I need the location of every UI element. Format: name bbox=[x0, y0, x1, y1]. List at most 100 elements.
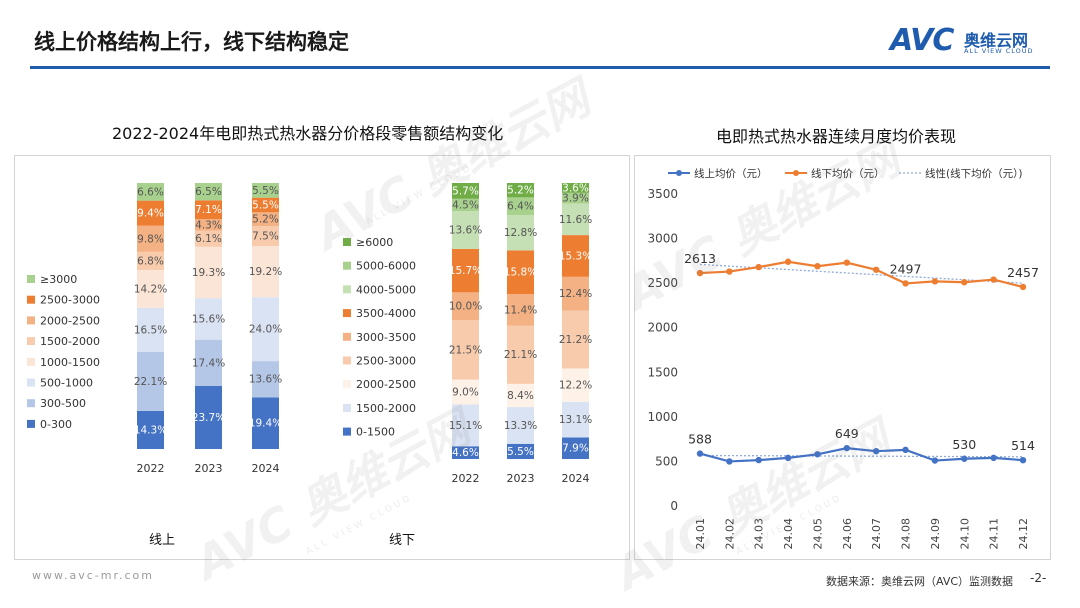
bar-segment bbox=[507, 383, 534, 408]
legend-swatch bbox=[343, 261, 351, 270]
point-offline bbox=[843, 259, 851, 266]
legend-label: 2500-3000 bbox=[40, 294, 100, 307]
x-tick-label: 24.09 bbox=[929, 518, 942, 550]
data-label: 19.4% bbox=[249, 418, 282, 430]
data-label: 11.4% bbox=[504, 304, 537, 316]
legend-label: 1500-2000 bbox=[356, 402, 416, 415]
bar-segment bbox=[507, 197, 534, 216]
x-tick-label: 2023 bbox=[195, 462, 223, 475]
data-label: 4.5% bbox=[452, 200, 479, 212]
bar-segment bbox=[137, 351, 164, 411]
legend-swatch bbox=[27, 337, 35, 346]
legend-label: 5000-6000 bbox=[356, 260, 416, 273]
point-online bbox=[931, 457, 939, 464]
legend-swatch bbox=[27, 357, 35, 366]
y-tick-label: 2500 bbox=[647, 276, 678, 290]
point-offline bbox=[902, 280, 909, 287]
data-label: 13.6% bbox=[449, 225, 482, 237]
data-label: 649 bbox=[835, 426, 859, 441]
data-label: 7.9% bbox=[562, 443, 589, 455]
data-label: 5.5% bbox=[252, 199, 279, 211]
x-tick-label: 24.10 bbox=[958, 518, 971, 550]
data-label: 13.3% bbox=[504, 420, 537, 432]
point-offline bbox=[784, 258, 792, 265]
bar-segment bbox=[452, 211, 479, 249]
data-label: 10.0% bbox=[449, 301, 482, 313]
bar-segment bbox=[507, 215, 534, 251]
legend-label: 0-1500 bbox=[356, 426, 395, 439]
bar-segment bbox=[137, 269, 164, 308]
y-tick-label: 500 bbox=[655, 454, 678, 468]
bar-segment bbox=[562, 235, 589, 277]
data-label: 15.7% bbox=[449, 265, 482, 277]
structure-chart-panel: 14.3% 22.1% 16.5% 14.2% 6.8% 9.8% 9.4% 6.6% 2022… bbox=[14, 155, 630, 560]
bar-segment bbox=[252, 361, 279, 398]
bar-segment bbox=[252, 183, 279, 198]
legend-swatch bbox=[343, 238, 351, 246]
bar-segment bbox=[137, 200, 164, 226]
point-online bbox=[696, 450, 704, 457]
data-label: 13.1% bbox=[559, 414, 592, 426]
legend-swatch bbox=[27, 295, 35, 304]
data-label: 514 bbox=[1011, 438, 1035, 453]
point-online bbox=[872, 447, 880, 455]
data-label: 6.5% bbox=[195, 186, 222, 198]
bar-segment bbox=[195, 385, 222, 449]
price-chart-svg: 线上均价（元） 线下均价（元） 线性(线下均价（元）) 0 500 1000 1500 200… bbox=[647, 167, 1038, 550]
x-tick-label: 24.07 bbox=[870, 518, 883, 550]
line-online bbox=[699, 447, 1024, 463]
data-label: 15.3% bbox=[559, 250, 592, 262]
group-label: 线下 bbox=[389, 533, 415, 548]
point-online bbox=[961, 455, 968, 462]
bar-segment bbox=[507, 250, 534, 295]
x-tick-label: 24.12 bbox=[1017, 518, 1030, 550]
point-online bbox=[1019, 456, 1027, 464]
legend-label: 线性(线下均价（元）) bbox=[925, 167, 1022, 180]
legend-swatch bbox=[343, 285, 351, 294]
legend-swatch bbox=[343, 309, 351, 318]
structure-chart-svg: 14.3% 22.1% 16.5% 14.2% 6.8% 9.8% 9.4% 6.6% 2022… bbox=[27, 182, 592, 548]
line-offline bbox=[699, 260, 1024, 289]
title-rule bbox=[30, 66, 1050, 69]
bar-segment bbox=[252, 226, 279, 247]
logo-en-name: ALL VIEW CLOUD bbox=[964, 47, 1034, 55]
bar-segment bbox=[507, 407, 534, 444]
point-online bbox=[784, 454, 792, 462]
x-tick-label: 24.06 bbox=[841, 518, 854, 550]
data-label: 6.6% bbox=[137, 186, 164, 198]
legend-label: ≥3000 bbox=[40, 273, 77, 286]
legend-swatch bbox=[27, 378, 35, 387]
data-label: 15.8% bbox=[504, 267, 537, 279]
data-label: 14.3% bbox=[134, 424, 167, 436]
point-offline bbox=[726, 268, 733, 275]
legend-label: 300-500 bbox=[40, 397, 86, 410]
bar-segment bbox=[507, 443, 534, 459]
point-offline bbox=[990, 276, 997, 283]
data-label: 12.4% bbox=[559, 288, 592, 300]
x-tick-label: 2023 bbox=[507, 472, 535, 485]
legend-label: 线下均价（元） bbox=[811, 167, 885, 180]
legend-swatch bbox=[27, 316, 35, 325]
data-label: 12.2% bbox=[559, 380, 592, 392]
data-label: 530 bbox=[952, 437, 976, 452]
data-label: 19.3% bbox=[192, 267, 225, 279]
legend-label: 2000-2500 bbox=[356, 378, 416, 391]
logo-mark: AVC bbox=[890, 23, 954, 58]
bar-segment bbox=[252, 197, 279, 213]
data-label: 22.1% bbox=[134, 376, 167, 388]
bar-segment bbox=[562, 437, 589, 459]
data-label: 9.0% bbox=[452, 387, 479, 399]
page-number: -2- bbox=[1030, 571, 1047, 585]
bar-segment bbox=[452, 248, 479, 293]
page-title: 线上价格结构上行，线下结构稳定 bbox=[34, 30, 349, 54]
data-label: 5.7% bbox=[452, 185, 479, 197]
data-label: 5.2% bbox=[252, 214, 279, 226]
bar-segment bbox=[562, 183, 589, 193]
x-tick-label: 2024 bbox=[562, 472, 590, 485]
y-tick-label: 3000 bbox=[647, 232, 678, 246]
bar-segment bbox=[507, 325, 534, 384]
legend-swatch bbox=[343, 403, 351, 412]
y-tick-label: 1000 bbox=[647, 410, 678, 424]
data-label: 6.8% bbox=[137, 255, 164, 267]
point-online bbox=[755, 456, 762, 464]
